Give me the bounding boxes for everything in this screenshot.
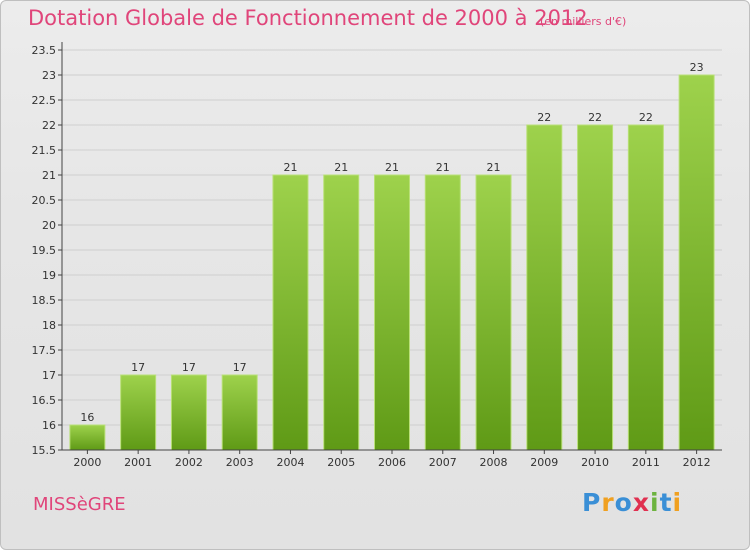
- x-tick-label: 2007: [429, 456, 457, 469]
- y-tick-label: 17.5: [32, 344, 57, 357]
- bar-value-label: 21: [283, 161, 297, 174]
- x-tick-label: 2000: [73, 456, 101, 469]
- x-tick-label: 2003: [226, 456, 254, 469]
- bar-2000: [69, 424, 106, 451]
- y-tick-label: 19: [42, 269, 56, 282]
- y-tick-label: 16: [42, 419, 56, 432]
- x-tick-label: 2005: [327, 456, 355, 469]
- bar-value-label: 22: [639, 111, 653, 124]
- y-tick-label: 18: [42, 319, 56, 332]
- y-tick-label: 18.5: [32, 294, 57, 307]
- logo-letter: i: [672, 488, 683, 517]
- y-tick-label: 20: [42, 219, 56, 232]
- x-tick-label: 2002: [175, 456, 203, 469]
- y-tick-label: 22.5: [32, 94, 57, 107]
- bar-value-label: 17: [233, 361, 247, 374]
- y-tick-label: 19.5: [32, 244, 57, 257]
- x-tick-label: 2012: [683, 456, 711, 469]
- bar-value-label: 23: [690, 61, 704, 74]
- bars: [69, 74, 715, 451]
- bar-value-label: 22: [537, 111, 551, 124]
- bar-2009: [526, 124, 563, 451]
- bar-value-label: 21: [334, 161, 348, 174]
- commune-name: MISSèGRE: [33, 494, 126, 515]
- y-tick-label: 23: [42, 69, 56, 82]
- x-tick-label: 2011: [632, 456, 660, 469]
- x-tick-label: 2004: [276, 456, 304, 469]
- bar-value-label: 17: [182, 361, 196, 374]
- bar-2011: [627, 124, 664, 451]
- x-tick-label: 2001: [124, 456, 152, 469]
- bar-value-label: 21: [385, 161, 399, 174]
- logo-letter: x: [632, 488, 650, 517]
- y-tick-label: 20.5: [32, 194, 57, 207]
- bar-2001: [120, 374, 157, 451]
- x-tick-label: 2008: [480, 456, 508, 469]
- y-tick-label: 17: [42, 369, 56, 382]
- y-tick-label: 21.5: [32, 144, 57, 157]
- bar-value-label: 17: [131, 361, 145, 374]
- bar-2012: [678, 74, 715, 451]
- bar-value-label: 22: [588, 111, 602, 124]
- logo-letter: r: [601, 488, 615, 517]
- bar-2002: [170, 374, 207, 451]
- chart-title: Dotation Globale de Fonctionnement de 20…: [28, 6, 588, 30]
- labels: 15.5 16 16.5 17 17.5 18 18.5 19 19.5 20 20.5 21 21.5…: [32, 44, 711, 469]
- x-tick-label: 2010: [581, 456, 609, 469]
- bar-2005: [323, 174, 360, 451]
- logo-letter: o: [614, 488, 633, 517]
- bar-value-label: 16: [80, 411, 94, 424]
- x-tick-label: 2006: [378, 456, 406, 469]
- bar-2007: [424, 174, 461, 451]
- bar-2003: [221, 374, 258, 451]
- y-tick-label: 16.5: [32, 394, 57, 407]
- bar-value-label: 21: [436, 161, 450, 174]
- logo-letter: P: [582, 488, 602, 517]
- bar-2008: [475, 174, 512, 451]
- bar-2004: [272, 174, 309, 451]
- y-tick-label: 15.5: [32, 444, 57, 457]
- logo-letter: i: [650, 488, 660, 517]
- bar-value-label: 21: [487, 161, 501, 174]
- y-tick-label: 21: [42, 169, 56, 182]
- proxiti-logo[interactable]: Proxiti: [582, 488, 682, 517]
- y-tick-label: 23.5: [32, 44, 57, 57]
- logo-letter: t: [659, 488, 673, 517]
- axes: [58, 42, 722, 454]
- y-tick-label: 22: [42, 119, 56, 132]
- bar-2006: [374, 174, 410, 451]
- bar-2010: [577, 124, 614, 451]
- chart-unit-label: (en milliers d'€): [540, 15, 627, 28]
- x-tick-label: 2009: [530, 456, 558, 469]
